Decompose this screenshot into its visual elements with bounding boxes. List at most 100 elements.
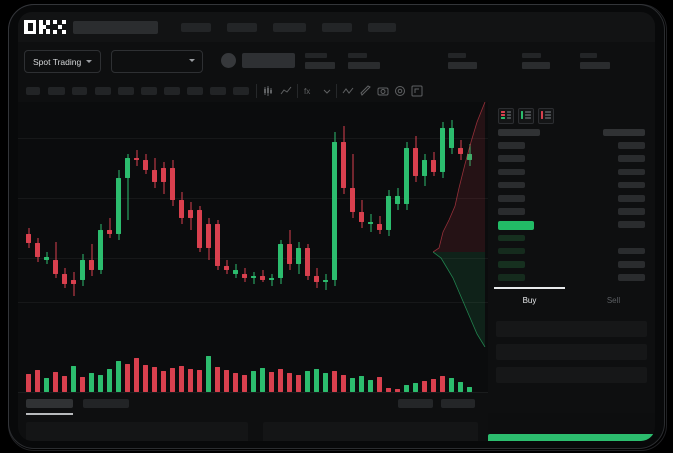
volume-bar	[305, 371, 310, 392]
orderbook-row-bid[interactable]	[498, 234, 525, 242]
orderbook-row-bid[interactable]	[498, 247, 525, 255]
drawing-tools-icon[interactable]	[360, 85, 372, 97]
orderbook-size-row[interactable]	[618, 274, 645, 281]
orderbook-size-row[interactable]	[618, 195, 645, 202]
candlestick-chart-icon[interactable]	[263, 85, 275, 97]
price-chart[interactable]	[18, 102, 488, 392]
orderbook-row-bid[interactable]	[498, 274, 525, 281]
nav-item-2[interactable]	[227, 23, 257, 32]
orderbook-bids-icon[interactable]	[518, 108, 534, 124]
order-total-field[interactable]	[496, 367, 647, 383]
candle-body	[224, 266, 229, 270]
volume-bar	[143, 365, 148, 392]
timeframe-button-1[interactable]	[26, 87, 40, 95]
volume-bar	[215, 367, 220, 392]
candle-body	[332, 142, 337, 280]
orderbook-row-ask[interactable]	[498, 142, 525, 149]
order-price-field[interactable]	[496, 321, 647, 337]
submit-order-button[interactable]	[488, 434, 655, 441]
settings-gear-icon[interactable]	[394, 85, 406, 97]
order-book[interactable]	[488, 102, 655, 287]
candle-body	[278, 244, 283, 278]
candlestick	[206, 218, 211, 260]
candle-body	[269, 278, 274, 280]
orderbook-row-ask[interactable]	[498, 155, 525, 162]
candle-body	[80, 260, 85, 280]
camera-icon[interactable]	[377, 85, 389, 97]
candle-body	[179, 200, 184, 218]
orderbook-row-ask[interactable]	[498, 181, 525, 189]
trading-mode-selector[interactable]: Spot Trading	[24, 50, 102, 73]
candlestick	[449, 120, 454, 154]
chevron-down-icon[interactable]	[321, 85, 333, 97]
okx-logo[interactable]	[24, 20, 66, 34]
stat-label	[348, 53, 367, 58]
line-chart-icon[interactable]	[280, 85, 292, 97]
candle-body	[35, 243, 40, 257]
orderbook-size-row[interactable]	[618, 142, 645, 149]
orderbook-both-icon[interactable]	[498, 108, 514, 124]
search-input[interactable]	[73, 21, 158, 34]
orderbook-size-row[interactable]	[618, 181, 645, 189]
candle-body	[125, 158, 130, 178]
candle-body	[44, 257, 49, 260]
orderbook-size-row[interactable]	[618, 221, 645, 228]
orderbook-row-ask[interactable]	[498, 195, 525, 202]
candle-body	[359, 212, 364, 222]
orderbook-row-last-price[interactable]	[498, 221, 534, 231]
timeframe-button-7[interactable]	[164, 87, 180, 95]
order-amount-field[interactable]	[496, 344, 647, 360]
candlestick	[314, 268, 319, 288]
tab-order-history[interactable]	[83, 399, 129, 408]
volume-bar	[413, 383, 418, 392]
nav-item-3[interactable]	[273, 23, 306, 32]
orderbook-header-right[interactable]	[603, 129, 645, 136]
orderbook-asks-icon[interactable]	[538, 108, 554, 124]
fullscreen-icon[interactable]	[411, 85, 423, 97]
volume-bar	[152, 367, 157, 392]
pair-dropdown[interactable]	[111, 50, 203, 73]
timeframe-button-10[interactable]	[233, 87, 249, 95]
timeframe-button-9[interactable]	[210, 87, 226, 95]
orderbook-size-row[interactable]	[618, 168, 645, 176]
nav-item-5[interactable]	[368, 23, 396, 32]
trade-side-tabs: Buy Sell	[488, 287, 655, 313]
bottom-action-2[interactable]	[441, 399, 475, 408]
orderbook-row-ask[interactable]	[498, 208, 525, 215]
indicators-icon[interactable]: fx	[303, 85, 315, 97]
bottom-action-1[interactable]	[398, 399, 433, 408]
orderbook-size-row[interactable]	[618, 261, 645, 268]
trend-line-icon[interactable]	[342, 85, 354, 97]
orderbook-size-row[interactable]	[618, 155, 645, 162]
nav-item-4[interactable]	[322, 23, 352, 32]
timeframe-button-4[interactable]	[95, 87, 111, 95]
volume-bar	[458, 382, 463, 392]
volume-bar	[449, 378, 454, 392]
candlestick	[377, 216, 382, 234]
tab-buy[interactable]: Buy	[522, 295, 537, 305]
candle-body	[26, 234, 31, 243]
toolbar-divider	[336, 84, 337, 98]
volume-bar	[53, 372, 58, 392]
timeframe-button-6[interactable]	[141, 87, 157, 95]
timeframe-button-8[interactable]	[187, 87, 203, 95]
timeframe-button-3[interactable]	[72, 87, 87, 95]
candlestick-series	[18, 102, 488, 312]
volume-bar	[314, 369, 319, 392]
candlestick	[251, 272, 256, 284]
volume-bar	[89, 373, 94, 392]
orderbook-row-ask[interactable]	[498, 168, 525, 176]
tab-sell[interactable]: Sell	[606, 295, 621, 305]
candlestick	[278, 240, 283, 284]
orderbook-size-row[interactable]	[618, 208, 645, 215]
pair-coin-avatar	[221, 53, 236, 68]
orderbook-header-left[interactable]	[498, 129, 540, 136]
orderbook-row-bid[interactable]	[498, 261, 525, 268]
timeframe-button-5[interactable]	[118, 87, 134, 95]
tab-open-orders[interactable]	[26, 399, 73, 408]
nav-item-1[interactable]	[181, 23, 211, 32]
candlestick	[422, 154, 427, 186]
orderbook-size-row[interactable]	[618, 247, 645, 255]
timeframe-button-2[interactable]	[48, 87, 65, 95]
candlestick	[359, 200, 364, 228]
